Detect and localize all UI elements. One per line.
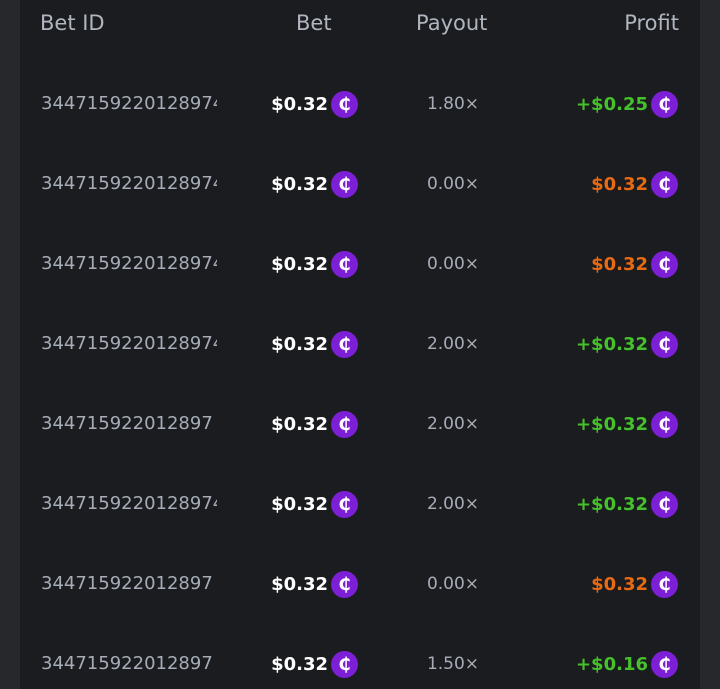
bet-value: $0.32: [271, 414, 328, 435]
table-row[interactable]: 344715922012897 $0.32 ₵ 2.00× +$0.32 ₵: [20, 404, 700, 444]
profit-value: +$0.25: [575, 94, 648, 115]
table-row[interactable]: 344715922012897 $0.32 ₵ 0.00× $0.32 ₵: [20, 564, 700, 604]
cent-coin-icon: ₵: [331, 571, 358, 598]
cent-coin-icon: ₵: [651, 331, 678, 358]
table-row[interactable]: 3447159220128974 $0.32 ₵ 0.00× $0.32 ₵: [20, 244, 700, 284]
payout: 0.00×: [426, 254, 480, 274]
profit-value: $0.32: [591, 254, 648, 275]
profit-value: +$0.32: [575, 414, 648, 435]
profit: +$0.16 ₵: [576, 651, 678, 678]
bet-id[interactable]: 344715922012897: [41, 573, 213, 594]
cent-coin-icon: ₵: [331, 411, 358, 438]
profit-value: $0.32: [591, 174, 648, 195]
bets-table: Bet ID Bet Payout Profit 344715922012897…: [20, 0, 700, 689]
cent-coin-icon: ₵: [651, 91, 678, 118]
bet-id[interactable]: 344715922012897: [41, 653, 213, 674]
bet-amount: $0.32 ₵: [271, 411, 358, 438]
profit-value: $0.32: [591, 574, 648, 595]
profit-value: +$0.16: [575, 654, 648, 675]
bet-amount: $0.32 ₵: [271, 331, 358, 358]
cent-coin-icon: ₵: [651, 251, 678, 278]
payout: 0.00×: [426, 574, 480, 594]
profit: +$0.25 ₵: [576, 91, 678, 118]
cent-coin-icon: ₵: [651, 651, 678, 678]
bet-value: $0.32: [271, 254, 328, 275]
profit: $0.32 ₵: [591, 171, 678, 198]
payout: 1.80×: [426, 94, 480, 114]
bet-id[interactable]: 3447159220128974: [41, 493, 217, 514]
header-bet-id: Bet ID: [40, 11, 105, 35]
profit: $0.32 ₵: [591, 251, 678, 278]
cent-coin-icon: ₵: [331, 491, 358, 518]
bet-id[interactable]: 3447159220128974: [41, 253, 217, 274]
cent-coin-icon: ₵: [651, 411, 678, 438]
bet-value: $0.32: [271, 494, 328, 515]
bet-value: $0.32: [271, 174, 328, 195]
cent-coin-icon: ₵: [651, 171, 678, 198]
bet-amount: $0.32 ₵: [271, 171, 358, 198]
cent-coin-icon: ₵: [331, 171, 358, 198]
bet-amount: $0.32 ₵: [271, 491, 358, 518]
cent-coin-icon: ₵: [331, 251, 358, 278]
profit: +$0.32 ₵: [576, 331, 678, 358]
profit-value: +$0.32: [575, 494, 648, 515]
table-row[interactable]: 3447159220128974 $0.32 ₵ 2.00× +$0.32 ₵: [20, 324, 700, 364]
bet-value: $0.32: [271, 574, 328, 595]
table-row[interactable]: 3447159220128974 $0.32 ₵ 1.80× +$0.25 ₵: [20, 84, 700, 124]
bet-value: $0.32: [271, 334, 328, 355]
table-row[interactable]: 344715922012897 $0.32 ₵ 1.50× +$0.16 ₵: [20, 644, 700, 684]
bet-amount: $0.32 ₵: [271, 91, 358, 118]
profit: +$0.32 ₵: [576, 491, 678, 518]
cent-coin-icon: ₵: [651, 491, 678, 518]
bet-value: $0.32: [271, 654, 328, 675]
cent-coin-icon: ₵: [331, 331, 358, 358]
bet-value: $0.32: [271, 94, 328, 115]
payout: 2.00×: [426, 334, 480, 354]
payout: 1.50×: [426, 654, 480, 674]
profit: $0.32 ₵: [591, 571, 678, 598]
payout: 2.00×: [426, 414, 480, 434]
table-row[interactable]: 3447159220128974 $0.32 ₵ 2.00× +$0.32 ₵: [20, 484, 700, 524]
header-payout: Payout: [416, 11, 488, 35]
payout: 2.00×: [426, 494, 480, 514]
bet-id[interactable]: 344715922012897: [41, 413, 213, 434]
bet-amount: $0.32 ₵: [271, 571, 358, 598]
bet-amount: $0.32 ₵: [271, 251, 358, 278]
profit: +$0.32 ₵: [576, 411, 678, 438]
payout: 0.00×: [426, 174, 480, 194]
table-row[interactable]: 3447159220128974 $0.32 ₵ 0.00× $0.32 ₵: [20, 164, 700, 204]
cent-coin-icon: ₵: [331, 651, 358, 678]
bet-amount: $0.32 ₵: [271, 651, 358, 678]
cent-coin-icon: ₵: [331, 91, 358, 118]
cent-coin-icon: ₵: [651, 571, 678, 598]
header-bet: Bet: [296, 11, 332, 35]
bet-id[interactable]: 3447159220128974: [41, 173, 217, 194]
bet-id[interactable]: 3447159220128974: [41, 93, 217, 114]
profit-value: +$0.32: [575, 334, 648, 355]
bet-id[interactable]: 3447159220128974: [41, 333, 217, 354]
header-profit: Profit: [624, 11, 679, 35]
